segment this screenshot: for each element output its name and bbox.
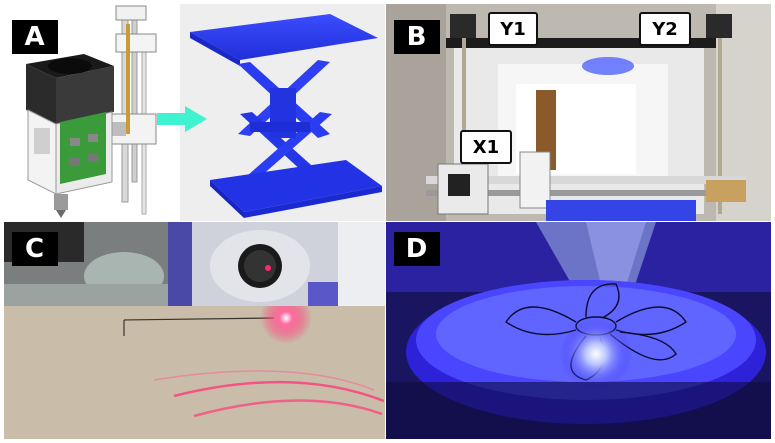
- scissor-lift-illustration: [190, 14, 382, 218]
- extruder-illustration: [26, 5, 157, 218]
- panel-label-d: D: [394, 232, 440, 266]
- printer-frame-photo: [386, 4, 771, 221]
- panel-label-a: A: [12, 20, 58, 54]
- photo-c-laser-board: [4, 306, 385, 439]
- axis-label-y2: Y2: [639, 12, 691, 46]
- pcb-board: [60, 112, 106, 184]
- scissor-lift-render: [180, 4, 385, 221]
- axis-label-x1: X1: [460, 130, 512, 164]
- panel-d: D: [386, 222, 771, 439]
- photo-c-top-right: [168, 222, 385, 306]
- panel-b: Y1 Y2 X1 B: [386, 4, 771, 221]
- axis-label-y1: Y1: [488, 12, 538, 46]
- uv-print-photo: [386, 222, 771, 439]
- arrow-right-icon: [157, 106, 207, 132]
- panel-label-b: B: [394, 20, 440, 54]
- panel-a: A: [4, 4, 385, 221]
- extruder-render: [4, 4, 180, 221]
- panel-label-c: C: [12, 232, 58, 266]
- panel-c: C: [4, 222, 385, 439]
